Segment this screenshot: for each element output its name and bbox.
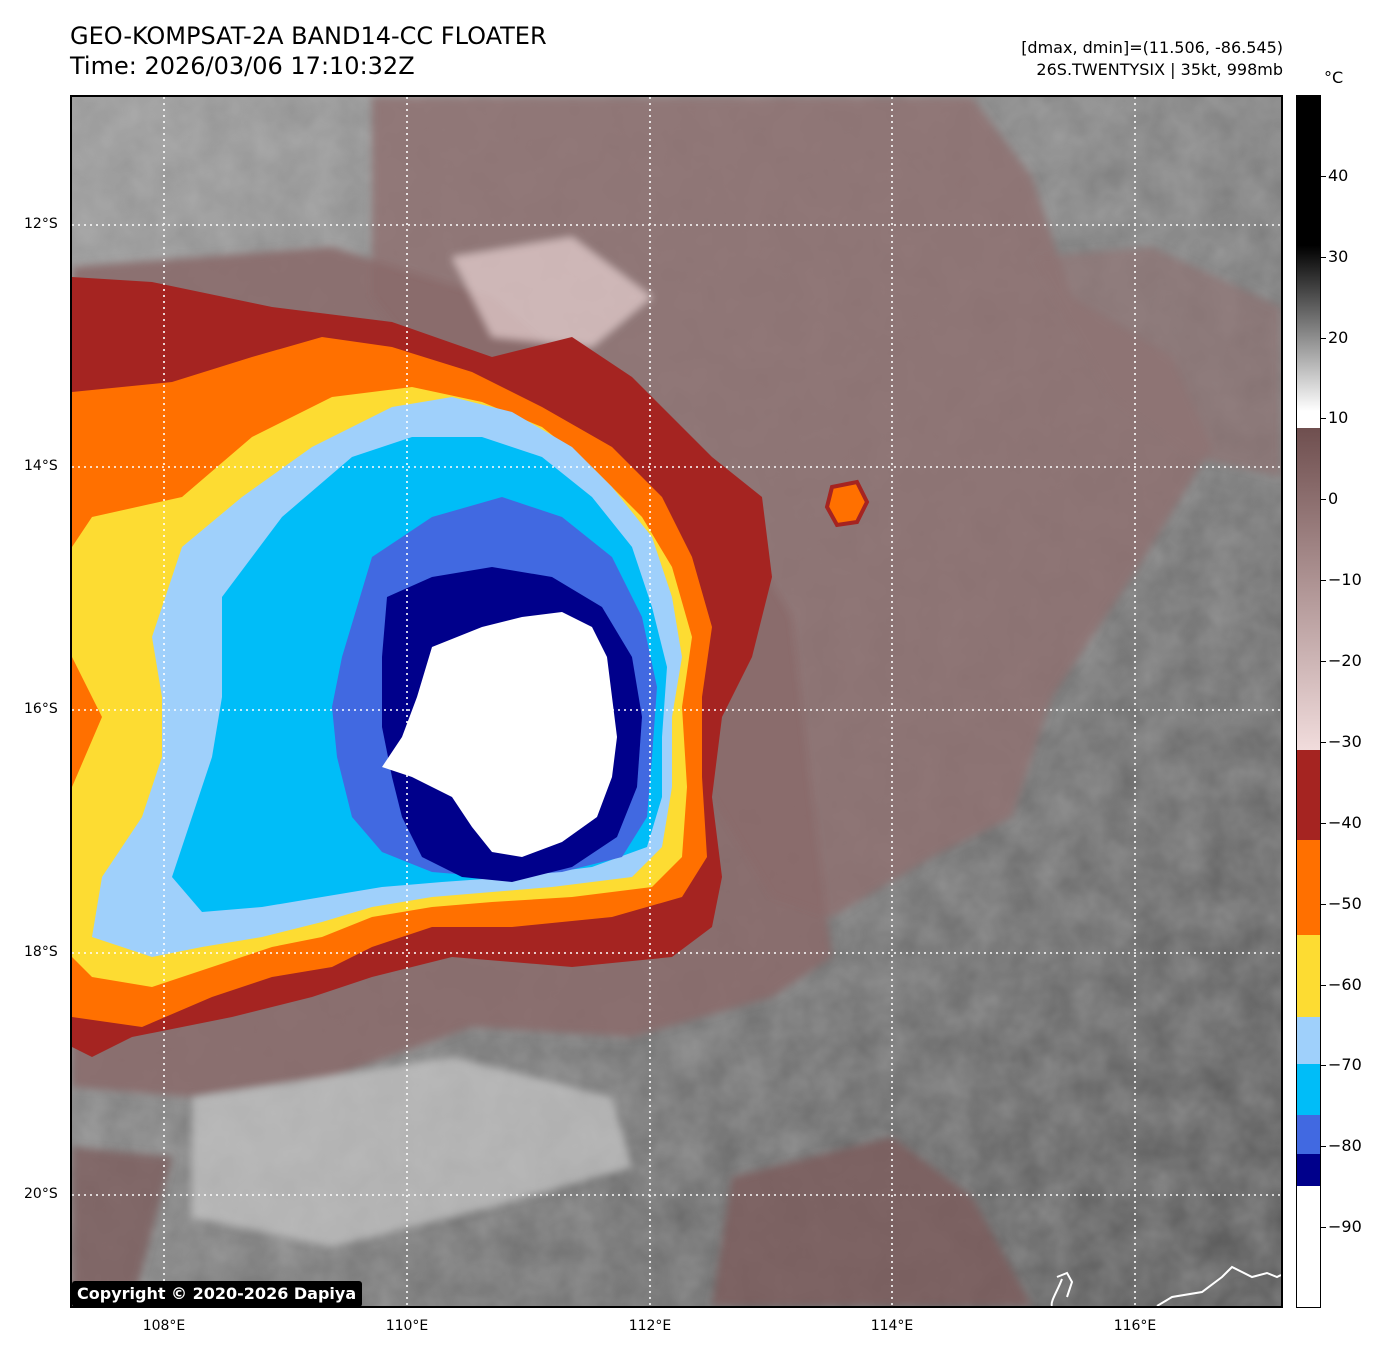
colorbar-tick-label: −20	[1328, 651, 1362, 670]
lat-label-12s: 12°S	[24, 216, 58, 232]
colorbar-tick-label: 40	[1328, 166, 1349, 185]
colorbar-tick-label: −60	[1328, 975, 1362, 994]
copyright-badge: Copyright © 2020-2026 Dapiya	[72, 1281, 363, 1307]
colorbar-tick-label: −10	[1328, 570, 1362, 589]
storm-convection	[72, 277, 870, 1057]
map-title: GEO-KOMPSAT-2A BAND14-CC FLOATER	[70, 22, 547, 50]
colorbar-tick-label: 30	[1328, 247, 1349, 266]
colorbar-tick	[1321, 338, 1326, 339]
colorbar-tick	[1321, 823, 1326, 824]
colorbar-tick-label: −70	[1328, 1055, 1362, 1074]
colorbar-tick-label: −30	[1328, 732, 1362, 751]
lat-label-14s: 14°S	[24, 458, 58, 474]
colorbar-gradient	[1297, 96, 1320, 1307]
colorbar-tick-label: −40	[1328, 813, 1362, 832]
colorbar-tick	[1321, 580, 1326, 581]
colorbar-tick	[1321, 904, 1326, 905]
band-white-core	[382, 612, 617, 857]
lon-label-114e: 114°E	[870, 1318, 914, 1334]
colorbar-tick	[1321, 985, 1326, 986]
colorbar-tick	[1321, 661, 1326, 662]
colorbar-tick-label: −90	[1328, 1217, 1362, 1236]
colorbar-tick	[1321, 257, 1326, 258]
lon-label-110e: 110°E	[385, 1318, 429, 1334]
lon-label-112e: 112°E	[628, 1318, 672, 1334]
lat-label-18s: 18°S	[24, 944, 58, 960]
map-time: Time: 2026/03/06 17:10:32Z	[70, 52, 415, 80]
pale-cloud-band	[192, 1057, 632, 1247]
colorbar-tick-label: 20	[1328, 328, 1349, 347]
cloud-top-imagery	[72, 97, 1281, 1306]
lon-label-108e: 108°E	[142, 1318, 186, 1334]
data-range-info: [dmax, dmin]=(11.506, -86.545)	[1021, 38, 1283, 57]
colorbar-unit: °C	[1324, 68, 1344, 87]
colorbar-tick	[1321, 176, 1326, 177]
lat-label-20s: 20°S	[24, 1186, 58, 1202]
colorbar-tick	[1321, 418, 1326, 419]
colorbar	[1296, 95, 1321, 1308]
satellite-map	[70, 95, 1283, 1308]
lon-label-116e: 116°E	[1113, 1318, 1157, 1334]
colorbar-tick	[1321, 742, 1326, 743]
colorbar-tick-label: −50	[1328, 894, 1362, 913]
coastline	[1050, 1265, 1281, 1306]
lat-label-16s: 16°S	[24, 701, 58, 717]
colorbar-tick-label: −80	[1328, 1136, 1362, 1155]
colorbar-tick	[1321, 1227, 1326, 1228]
colorbar-tick	[1321, 499, 1326, 500]
outer-blob-orange	[824, 479, 870, 528]
colorbar-tick-label: 0	[1328, 489, 1339, 508]
storm-info: 26S.TWENTYSIX | 35kt, 998mb	[1036, 60, 1283, 79]
colorbar-tick	[1321, 1146, 1326, 1147]
colorbar-tick-label: 10	[1328, 408, 1349, 427]
colorbar-tick	[1321, 1065, 1326, 1066]
